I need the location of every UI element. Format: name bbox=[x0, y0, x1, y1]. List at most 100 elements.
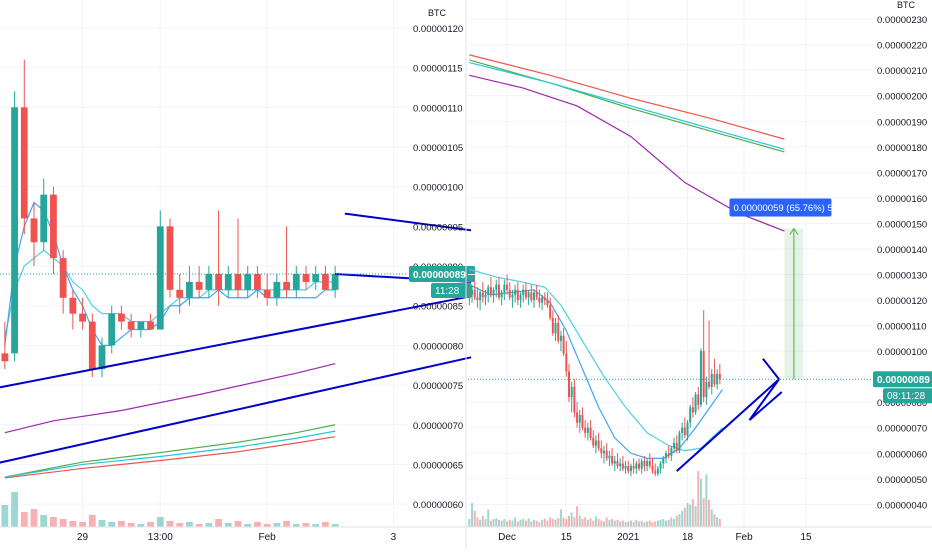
candle-body bbox=[322, 273, 329, 290]
candle-body bbox=[511, 294, 514, 298]
candle-body bbox=[186, 281, 193, 298]
volume-bar bbox=[654, 521, 657, 527]
volume-bar bbox=[705, 474, 708, 527]
candle-body bbox=[686, 422, 689, 436]
volume-bar bbox=[481, 515, 484, 527]
y-tick-label: 0.00000160 bbox=[877, 194, 927, 205]
candle-body bbox=[678, 432, 681, 451]
trendline[interactable] bbox=[748, 391, 783, 421]
trendline[interactable] bbox=[676, 378, 780, 472]
candle-body bbox=[176, 289, 184, 298]
countdown-badge bbox=[431, 282, 472, 298]
candle-body bbox=[69, 297, 77, 314]
volume-bar bbox=[331, 524, 339, 527]
candle-body bbox=[302, 273, 310, 282]
countdown-badge bbox=[883, 388, 932, 404]
candle-body bbox=[586, 427, 589, 433]
ma-teal-line bbox=[4, 430, 336, 478]
volume-bar bbox=[678, 514, 681, 527]
candle-body bbox=[689, 407, 692, 423]
volume-bar bbox=[627, 521, 630, 527]
volume-bar bbox=[691, 499, 694, 527]
volume-bar bbox=[549, 517, 552, 527]
measure-label-badge bbox=[729, 198, 832, 217]
candle-body bbox=[570, 386, 573, 398]
candle-body bbox=[471, 289, 474, 295]
ma-purple-line bbox=[4, 363, 336, 434]
candle-body bbox=[98, 345, 106, 370]
y-tick-label: 0.00000230 bbox=[877, 15, 927, 26]
y-tick-label: 0.00000070 bbox=[877, 424, 927, 435]
trendline[interactable] bbox=[0, 295, 472, 389]
candle-body bbox=[659, 463, 662, 469]
volume-bar bbox=[473, 511, 476, 527]
volume-bar bbox=[244, 524, 252, 527]
volume-bar bbox=[30, 509, 38, 527]
candle-body bbox=[673, 443, 676, 449]
candle-body bbox=[108, 313, 116, 346]
volume-bar bbox=[640, 520, 643, 527]
candle-body bbox=[224, 273, 232, 290]
volume-bar bbox=[479, 519, 482, 527]
volume-bar bbox=[530, 521, 533, 527]
x-tick-label: 18 bbox=[682, 532, 694, 543]
candle-body bbox=[524, 289, 527, 298]
x-tick-label: 13:00 bbox=[148, 532, 173, 543]
candle-body bbox=[694, 394, 697, 413]
volume-bar bbox=[600, 520, 603, 527]
volume-bar bbox=[1, 505, 9, 527]
y-tick-label: 0.00000065 bbox=[413, 460, 463, 471]
trendline[interactable] bbox=[748, 378, 780, 421]
left-chart-panel[interactable]: 0.00000120 0.00000115 0.00000110 0.00000105… bbox=[0, 0, 475, 543]
volume-bar bbox=[302, 523, 310, 527]
candle-body bbox=[514, 289, 517, 295]
y-tick-label: 0.00000110 bbox=[877, 322, 927, 333]
volume-bar bbox=[635, 519, 638, 527]
candle-body bbox=[215, 273, 222, 290]
volume-bar bbox=[108, 522, 116, 527]
ema-cyan-line bbox=[469, 268, 723, 452]
volume-bar bbox=[594, 516, 597, 527]
trendline[interactable] bbox=[762, 358, 780, 380]
candle-body bbox=[481, 292, 484, 298]
volume-bar bbox=[11, 492, 18, 527]
candle-body bbox=[554, 323, 557, 334]
candle-body bbox=[156, 226, 164, 330]
right-chart-panel[interactable]: 0.00000230 0.00000220 0.00000210 0.00000200… bbox=[468, 0, 932, 543]
candle-body bbox=[702, 351, 705, 398]
candle-body bbox=[708, 381, 711, 387]
candle-body bbox=[473, 289, 476, 298]
volume-bar bbox=[283, 521, 290, 527]
volume-bar bbox=[619, 521, 622, 527]
volume-bar bbox=[98, 520, 106, 527]
candle-body bbox=[535, 292, 538, 298]
last-price-badge bbox=[873, 371, 932, 388]
candle-body bbox=[565, 353, 568, 372]
x-tick-label: Dec bbox=[498, 532, 516, 543]
candle-body bbox=[578, 414, 581, 423]
trendline[interactable] bbox=[0, 356, 472, 464]
candle-body bbox=[88, 321, 96, 370]
candle-body bbox=[40, 194, 48, 243]
volume-bar bbox=[254, 522, 261, 527]
candle-body bbox=[662, 458, 665, 464]
y-tick-label: 0.00000120 bbox=[413, 24, 463, 35]
candle-body bbox=[681, 427, 684, 433]
volume-bar bbox=[584, 517, 587, 527]
ma-teal-line bbox=[469, 61, 785, 150]
volume-bar bbox=[40, 515, 48, 527]
candle-body bbox=[611, 455, 614, 464]
volume-bar bbox=[632, 522, 635, 527]
candle-body bbox=[147, 321, 154, 330]
candle-body bbox=[495, 284, 498, 290]
countdown-text: 11:28 bbox=[435, 286, 460, 297]
x-tick-label: 15 bbox=[561, 532, 573, 543]
volume-bar bbox=[489, 520, 492, 527]
candle-body bbox=[557, 323, 560, 341]
candle-body bbox=[50, 194, 57, 259]
trendline[interactable] bbox=[344, 212, 472, 232]
volume-bar bbox=[616, 519, 619, 527]
candle-body bbox=[312, 273, 320, 282]
volume-bar bbox=[713, 514, 716, 527]
candle-body bbox=[479, 292, 482, 301]
